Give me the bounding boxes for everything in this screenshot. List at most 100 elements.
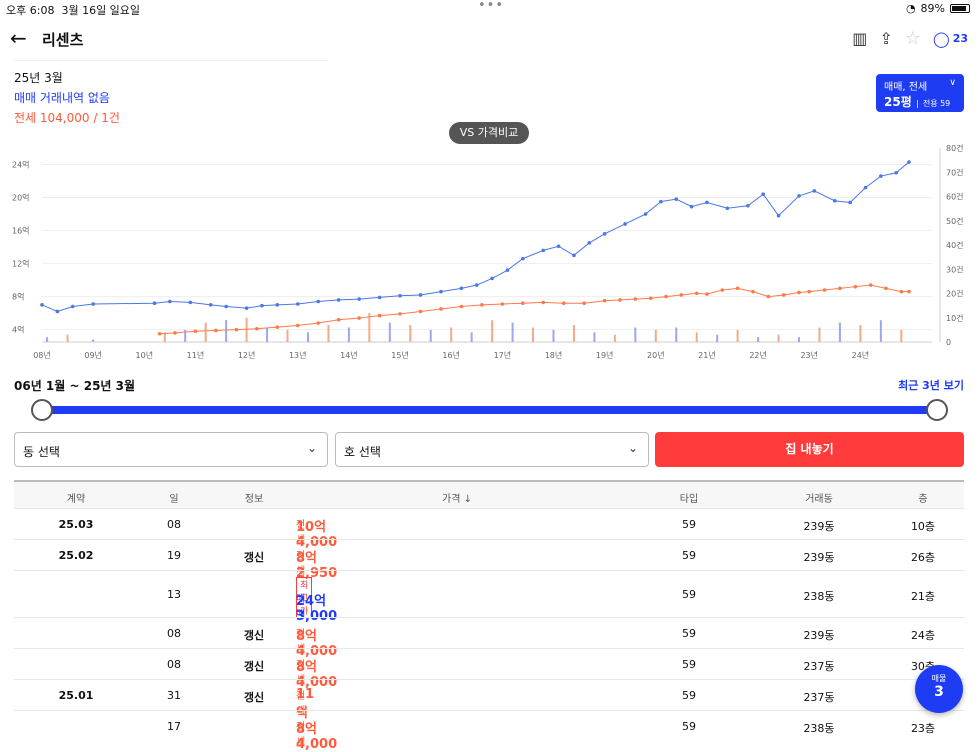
- table-row[interactable]: 25.03 08 전세 10억 4,000 59 239동 10층: [14, 508, 964, 550]
- volume-bar: [511, 322, 514, 342]
- table-row[interactable]: 25.01 31 갱신 전세 11억 59 237동: [14, 679, 964, 721]
- sale-point: [556, 244, 561, 249]
- sale-point: [521, 256, 525, 261]
- price-summary: 25년 3월 매매 거래내역 없음 전세 104,000 / 1건: [14, 68, 120, 128]
- filter-type: 매매, 전세: [884, 82, 928, 93]
- rent-point: [766, 294, 771, 299]
- row-dong: 239동: [803, 520, 835, 533]
- table-row[interactable]: 17 전세 8억 4,000 59 238동 23층: [14, 710, 964, 752]
- chat-button[interactable]: ◯ 23: [933, 30, 968, 48]
- slider-start-handle[interactable]: [31, 399, 53, 421]
- dong-select[interactable]: 동 선택 ⌄: [14, 432, 328, 467]
- status-date: 3월 16일 일요일: [61, 4, 141, 17]
- volume-bar: [409, 325, 412, 342]
- sale-point: [275, 303, 280, 307]
- volume-bar: [695, 332, 698, 342]
- y-tick-label-right: 70건: [946, 167, 964, 177]
- rent-point: [868, 283, 873, 287]
- period-slider-track[interactable]: [42, 406, 938, 414]
- rent-point: [907, 289, 911, 294]
- rent-point: [781, 293, 786, 297]
- col-info[interactable]: 정보: [244, 494, 264, 505]
- row-date: 25.03: [58, 518, 94, 531]
- list-house-button[interactable]: 집 내놓기: [655, 432, 964, 467]
- page-title: 리센츠: [42, 31, 84, 49]
- chevron-down-icon: ⌄: [627, 441, 638, 455]
- sale-point: [746, 203, 750, 208]
- sale-point: [188, 300, 193, 305]
- table-row[interactable]: 08 갱신 전세 8억 4,000 59 239동 24층: [14, 617, 964, 659]
- rent-point: [797, 290, 801, 295]
- col-type[interactable]: 타입: [679, 494, 699, 505]
- table-row[interactable]: 08 갱신 전세 8억 4,000 59 237동 30층: [14, 648, 964, 690]
- row-price-value: 8억 4,000: [296, 660, 338, 690]
- map-icon[interactable]: ▥: [852, 29, 868, 48]
- vs-compare-button[interactable]: VS 가격비교: [449, 122, 529, 144]
- rent-point: [500, 302, 505, 306]
- sale-point: [659, 199, 663, 204]
- y-tick-label-left: 24억: [12, 160, 30, 170]
- back-arrow-icon[interactable]: ←: [10, 26, 27, 50]
- share-icon[interactable]: ⇪: [879, 29, 893, 48]
- row-type: 59: [682, 689, 696, 702]
- volume-bar: [245, 317, 248, 342]
- x-tick-label: 19년: [596, 350, 614, 360]
- ho-select[interactable]: 호 선택 ⌄: [335, 432, 649, 467]
- rent-point: [255, 326, 259, 331]
- row-price-value: 24억 3,000: [296, 594, 338, 624]
- row-type: 59: [682, 549, 696, 562]
- col-floor[interactable]: 층: [918, 494, 928, 505]
- col-price[interactable]: 가격 ↓: [442, 494, 472, 505]
- x-tick-label: 21년: [698, 350, 716, 360]
- x-tick-label: 12년: [238, 350, 256, 360]
- sale-point: [879, 174, 883, 178]
- rent-point: [418, 309, 423, 314]
- rent-point: [751, 289, 755, 294]
- volume-bar: [859, 325, 862, 342]
- sale-point: [377, 295, 382, 300]
- x-tick-label: 20년: [647, 350, 665, 360]
- x-tick-label: 15년: [391, 350, 409, 360]
- sale-point: [572, 253, 576, 258]
- price-chart: 24억 20억 16억 12억 8억 4억 80건 70건 60건 50건 40건 30건 20건 10건…: [12, 143, 964, 360]
- y-tick-label-left: 12억: [12, 259, 30, 269]
- trade-type-filter-button[interactable]: 매매, 전세 ∨ 25평 | 전용 59㎡: [876, 74, 964, 123]
- row-price-type: 전세: [296, 660, 306, 686]
- listings-fab[interactable]: 매물 3: [915, 665, 963, 713]
- table-row[interactable]: 25.02 19 갱신 전세 8억 2,950 59 239동 26층: [14, 539, 964, 581]
- col-day[interactable]: 일: [169, 494, 179, 505]
- y-tick-label-right: 60건: [946, 192, 964, 202]
- volume-bar: [613, 334, 616, 342]
- volume-bar: [429, 329, 432, 342]
- sale-point: [602, 232, 607, 236]
- multitask-dots[interactable]: •••: [478, 0, 505, 13]
- sale-point: [623, 222, 627, 226]
- rent-point: [193, 329, 198, 334]
- row-dong: 237동: [803, 660, 835, 673]
- recent-3y-link[interactable]: 최근 3년 보기: [898, 379, 964, 392]
- rent-point: [295, 323, 300, 328]
- row-type: 59: [682, 518, 696, 531]
- x-tick-label: 14년: [340, 350, 358, 360]
- row-price-type: 전세: [296, 629, 306, 655]
- rent-point: [459, 304, 464, 309]
- volume-bar: [900, 329, 903, 342]
- table-row[interactable]: 13 최고가 매매 24억 3,000 59 238동 21층: [14, 570, 964, 624]
- sale-point: [505, 268, 510, 272]
- sale-point: [587, 241, 592, 245]
- sale-point: [459, 286, 464, 291]
- sale-point: [894, 170, 898, 175]
- sale-point: [295, 302, 300, 306]
- star-icon[interactable]: ☆: [904, 28, 921, 49]
- sale-point: [168, 299, 172, 304]
- rent-point: [884, 286, 888, 291]
- row-day: 17: [167, 720, 181, 733]
- volume-bar: [66, 334, 69, 342]
- volume-bar: [163, 332, 166, 342]
- volume-bar: [675, 327, 678, 342]
- row-floor: 10층: [910, 520, 936, 533]
- col-date[interactable]: 계약: [66, 494, 86, 505]
- col-dong[interactable]: 거래동: [805, 494, 833, 505]
- y-tick-label-right: 10건: [946, 313, 964, 323]
- slider-end-handle[interactable]: [926, 399, 948, 421]
